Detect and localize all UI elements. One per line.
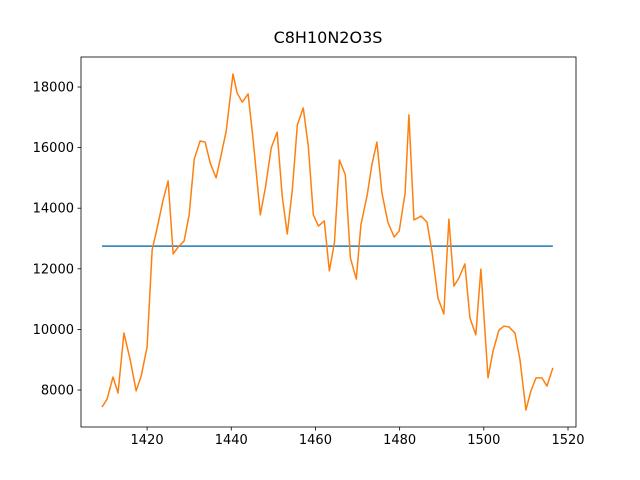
data-line — [101, 73, 554, 411]
x-tick-label: 1420 — [131, 433, 164, 448]
x-tick-label: 1520 — [551, 433, 584, 448]
y-tick-label: 14000 — [33, 202, 74, 217]
y-tick-label: 18000 — [33, 80, 74, 95]
y-tick-label: 16000 — [33, 141, 74, 156]
x-tick-label: 1500 — [467, 433, 500, 448]
y-tick-label: 12000 — [33, 262, 74, 277]
chart-title: C8H10N2O3S — [274, 28, 383, 47]
x-tick-label: 1480 — [383, 433, 416, 448]
y-tick-label: 10000 — [33, 323, 74, 338]
y-tick-label: 8000 — [41, 384, 74, 399]
axes-frame — [80, 56, 577, 428]
x-tick-label: 1460 — [299, 433, 332, 448]
x-tick-label: 1440 — [215, 433, 248, 448]
